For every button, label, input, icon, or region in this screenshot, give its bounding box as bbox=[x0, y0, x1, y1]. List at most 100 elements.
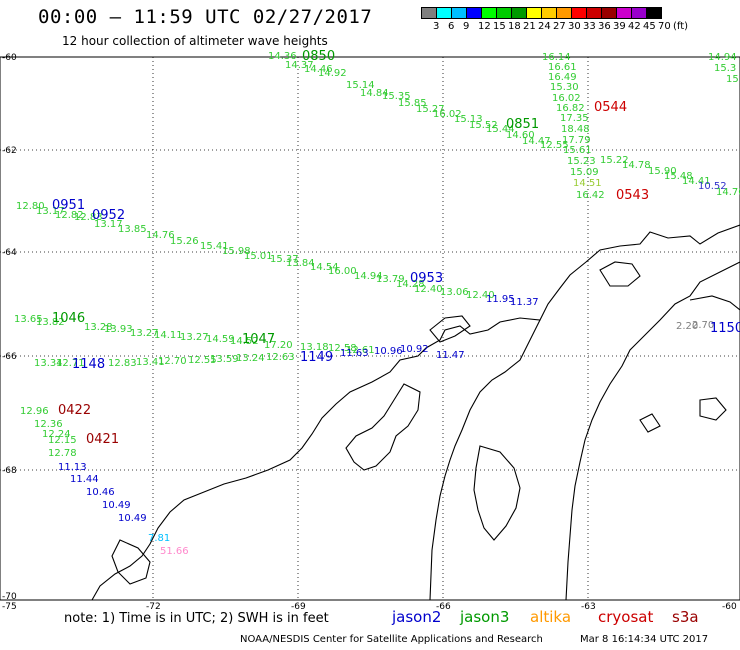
legend-label: 24 bbox=[538, 21, 551, 32]
obs-value: 12.78 bbox=[48, 448, 77, 459]
obs-value: 14.59 bbox=[206, 334, 235, 345]
legend-swatch bbox=[646, 7, 662, 19]
pass-label: 0421 bbox=[86, 432, 119, 447]
obs-value: 13.93 bbox=[104, 324, 133, 335]
lat-label: -68 bbox=[2, 466, 17, 476]
obs-value: 15.85 bbox=[398, 98, 427, 109]
obs-value: 14.54 bbox=[310, 262, 339, 273]
obs-value: 13.65 bbox=[14, 314, 43, 325]
track-1148: 13.34 12.71 12.83 13.41 12.70 12.55 13.5… bbox=[34, 344, 465, 369]
obs-value: 12.80 bbox=[16, 201, 45, 212]
obs-value: 11.95 bbox=[486, 294, 515, 305]
lon-axis-labels: -75 -72 -69 -66 -63 -60 bbox=[2, 602, 737, 612]
obs-value: 13.24 bbox=[236, 353, 265, 364]
legend-label: 9 bbox=[463, 21, 470, 32]
lat-label: -60 bbox=[2, 53, 17, 63]
pass-label: 0951 bbox=[52, 198, 85, 213]
legend-swatch bbox=[481, 7, 497, 19]
obs-value: 10.96 bbox=[374, 346, 403, 357]
obs-value: 12.55 bbox=[540, 140, 569, 151]
legend-swatch bbox=[571, 7, 587, 19]
obs-value: 12.82 bbox=[55, 210, 84, 221]
obs-value: 10.49 bbox=[102, 500, 131, 511]
obs-value: 15.44 bbox=[486, 124, 515, 135]
lat-label: -70 bbox=[2, 592, 17, 602]
legend-swatch bbox=[541, 7, 557, 19]
obs-value: 15.23 bbox=[567, 156, 596, 167]
obs-value: 15.13 bbox=[454, 114, 483, 125]
obs-value: 14.84 bbox=[360, 88, 389, 99]
obs-value: 13.28 bbox=[84, 322, 113, 333]
obs-value: 16.42 bbox=[576, 190, 605, 201]
lon-label: -60 bbox=[722, 602, 737, 612]
pass-label: 1047 bbox=[242, 332, 275, 347]
obs-value: 15.14 bbox=[346, 80, 375, 91]
obs-value: 12.55 bbox=[188, 355, 217, 366]
obs-value: 14.37 bbox=[285, 60, 314, 71]
obs-value: 15.26 bbox=[170, 236, 199, 247]
legend-label: 3 bbox=[433, 21, 440, 32]
obs-value: 16.00 bbox=[328, 266, 357, 277]
lat-label: -64 bbox=[2, 248, 17, 258]
obs-value: 16.14 bbox=[542, 52, 571, 63]
legend-label: (ft) bbox=[673, 21, 689, 32]
obs-value: 15.41 bbox=[200, 241, 229, 252]
footer-note: note: 1) Time is in UTC; 2) SWH is in fe… bbox=[64, 611, 329, 626]
pass-label: 0953 bbox=[410, 271, 443, 286]
obs-value: 14.51 bbox=[573, 178, 602, 189]
page-subtitle: 12 hour collection of altimeter wave hei… bbox=[62, 34, 328, 48]
obs-value: 14.94 bbox=[708, 52, 737, 63]
legend-swatch bbox=[511, 7, 527, 19]
track-0544: 16.14 16.61 16.49 15.30 16.02 16.82 17.3… bbox=[542, 52, 740, 201]
graticule bbox=[0, 57, 740, 600]
obs-value: 16.61 bbox=[548, 62, 577, 73]
lat-label: -66 bbox=[2, 352, 17, 362]
obs-value: 14.76 bbox=[146, 230, 175, 241]
obs-value: 17.79 bbox=[562, 135, 591, 146]
satellite-jason3: jason3 bbox=[460, 608, 510, 626]
obs-value: 17.35 bbox=[560, 113, 589, 124]
obs-value: 12.83 bbox=[74, 212, 103, 223]
obs-value: 13.41 bbox=[136, 357, 165, 368]
obs-value: 14.41 bbox=[682, 176, 711, 187]
obs-value: 14.94 bbox=[354, 271, 383, 282]
legend-label: 30 bbox=[568, 21, 581, 32]
map-frame bbox=[0, 56, 740, 601]
legend-label: 12 bbox=[478, 21, 491, 32]
coastline bbox=[91, 224, 740, 601]
obs-value: 13.27 bbox=[130, 328, 159, 339]
obs-value: 15.30 bbox=[550, 82, 579, 93]
obs-value: 13.27 bbox=[180, 332, 209, 343]
obs-value: 12.96 bbox=[20, 406, 49, 417]
satellite-altika: altika bbox=[530, 608, 572, 626]
obs-value: 15.52 bbox=[469, 120, 498, 131]
obs-value: 13.59 bbox=[210, 354, 239, 365]
obs-value: 12.36 bbox=[34, 419, 63, 430]
legend-label: 42 bbox=[628, 21, 641, 32]
footer-timestamp: Mar 8 16:14:34 UTC 2017 bbox=[580, 634, 709, 645]
legend-label: 45 bbox=[643, 21, 656, 32]
obs-value: 10.46 bbox=[86, 487, 115, 498]
obs-value: 11.37 bbox=[510, 297, 539, 308]
obs-value: 12.70 bbox=[158, 356, 187, 367]
obs-value: 13.79 bbox=[376, 274, 405, 285]
pass-label: 0851 bbox=[506, 117, 539, 132]
obs-value: 10.92 bbox=[400, 344, 429, 355]
obs-value: 13.17 bbox=[94, 219, 123, 230]
lat-label: -62 bbox=[2, 146, 17, 156]
pass-label: 1150 bbox=[710, 321, 740, 336]
obs-value: 13.06 bbox=[440, 287, 469, 298]
obs-value: 12.24 bbox=[42, 429, 71, 440]
obs-value: 13.34 bbox=[34, 358, 63, 369]
obs-value: 14.92 bbox=[318, 68, 347, 79]
pass-label: 0544 bbox=[594, 100, 627, 115]
lon-label: -75 bbox=[2, 602, 17, 612]
legend-label: 33 bbox=[583, 21, 596, 32]
obs-value: 18.48 bbox=[561, 124, 590, 135]
lat-axis-labels: -60 -62 -64 -66 -68 -70 bbox=[2, 53, 17, 602]
legend-swatch bbox=[526, 7, 542, 19]
obs-value: 2.20 bbox=[676, 321, 698, 332]
obs-value: 12.40 bbox=[414, 284, 443, 295]
obs-value: 14.36 bbox=[268, 51, 297, 62]
